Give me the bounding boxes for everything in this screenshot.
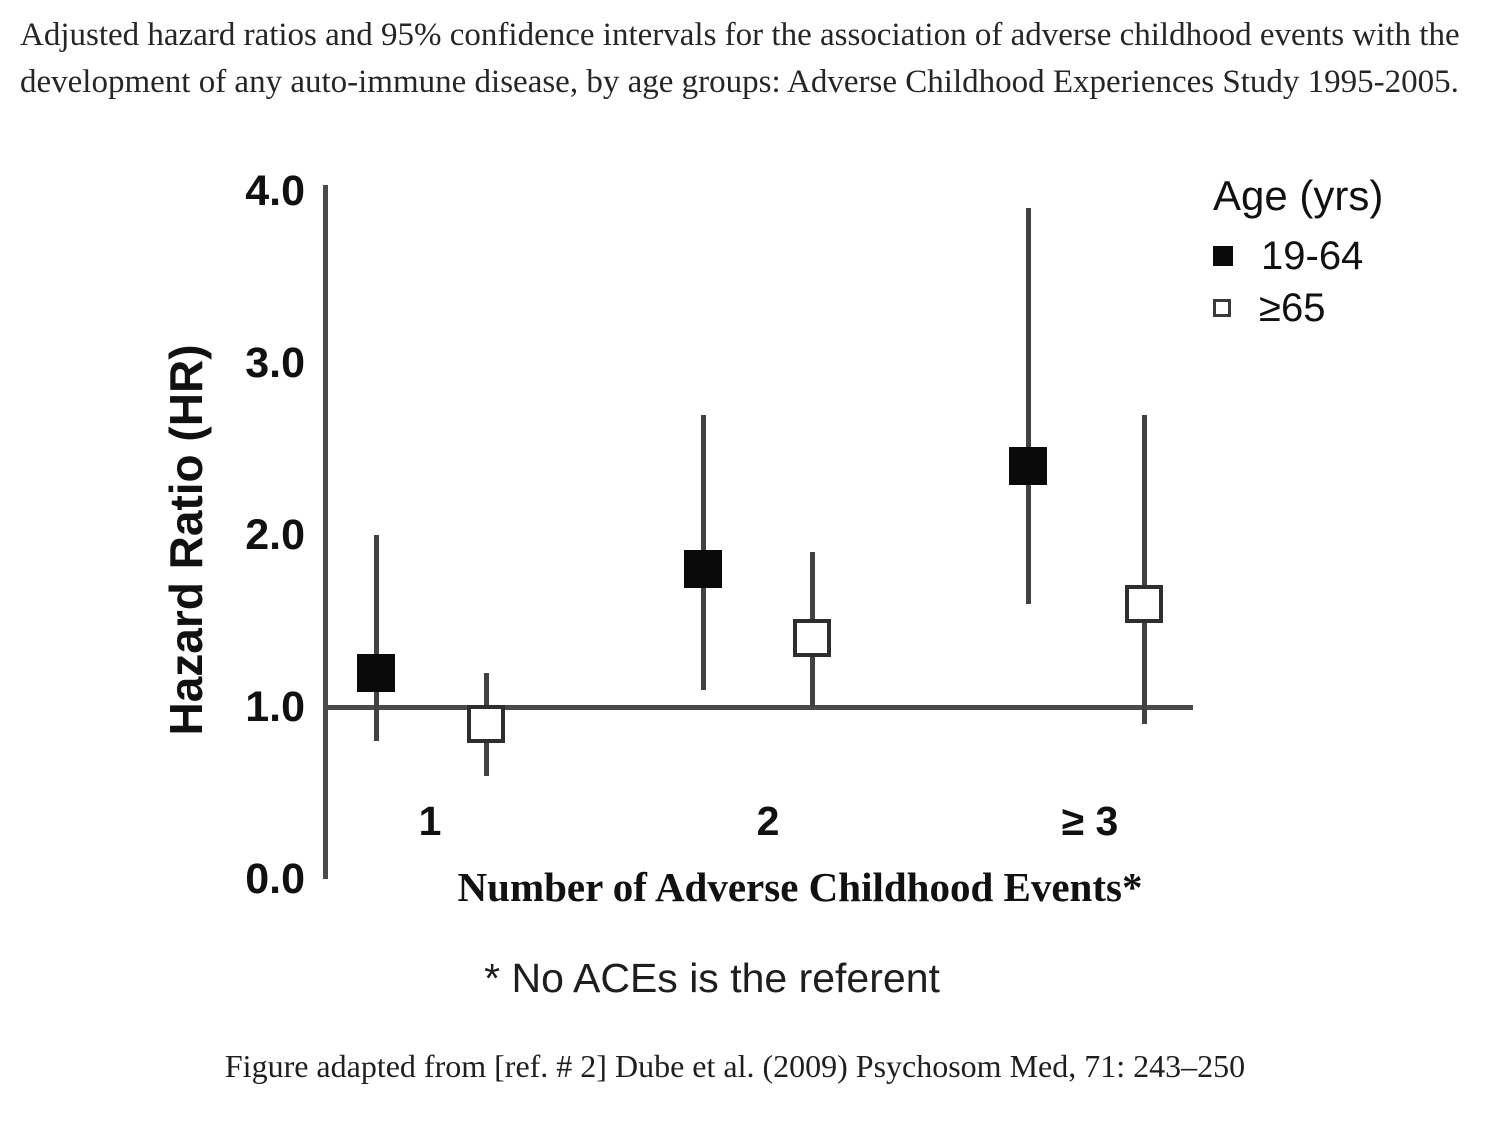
marker-filled-square — [1009, 447, 1047, 486]
legend-marker-open-square — [1213, 299, 1231, 317]
legend: Age (yrs) 19-64 ≥65 — [1213, 172, 1383, 334]
y-tick-label: 1.0 — [245, 683, 305, 731]
source-citation: Figure adapted from [ref. # 2] Dube et a… — [224, 1048, 1246, 1084]
legend-title: Age (yrs) — [1213, 172, 1384, 219]
x-tick-label: 1 — [418, 798, 442, 844]
x-tick-label: ≥ 3 — [1061, 798, 1119, 844]
reference-line-hr-1 — [323, 705, 1193, 710]
marker-open-square — [467, 705, 505, 744]
legend-items: 19-64 ≥65 — [1213, 230, 1383, 334]
legend-item-label: ≥65 — [1259, 285, 1326, 330]
ci-whisker — [1142, 414, 1147, 725]
legend-marker-filled-square — [1213, 246, 1233, 266]
x-axis-title: Number of Adverse Childhood Events* — [457, 864, 1143, 910]
marker-filled-square — [684, 550, 722, 589]
y-tick-label: 2.0 — [245, 511, 305, 559]
y-tick-label: 3.0 — [245, 339, 305, 387]
y-tick-label: 4.0 — [245, 167, 305, 215]
legend-item: 19-64 — [1213, 230, 1383, 282]
marker-open-square — [1125, 584, 1163, 623]
x-tick-label: 2 — [756, 798, 780, 844]
legend-item: ≥65 — [1213, 282, 1383, 334]
ci-whisker — [1026, 208, 1031, 604]
figure-caption: Adjusted hazard ratios and 95% confidenc… — [20, 17, 1460, 100]
marker-open-square — [793, 619, 831, 658]
hazard-ratio-chart: Hazard Ratio (HR) 4.0 3.0 2.0 1.0 0.0 1 2 ≥ 3 … — [0, 160, 1493, 1020]
referent-footnote: * No ACEs is the referent — [484, 955, 940, 1001]
y-tick-label: 0.0 — [245, 855, 305, 903]
marker-filled-square — [357, 653, 395, 692]
y-axis-line — [323, 185, 328, 879]
legend-item-label: 19-64 — [1261, 233, 1364, 278]
ci-whisker — [374, 535, 379, 742]
